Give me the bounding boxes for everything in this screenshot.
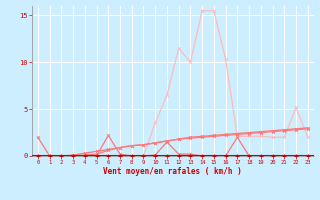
X-axis label: Vent moyen/en rafales ( km/h ): Vent moyen/en rafales ( km/h ) — [103, 167, 242, 176]
